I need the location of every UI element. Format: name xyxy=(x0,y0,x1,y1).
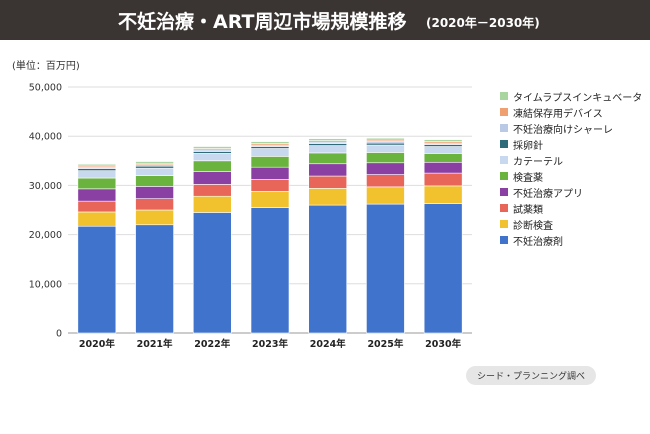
bar-segment xyxy=(308,145,348,154)
bar-segment xyxy=(192,153,232,162)
legend: タイムラプスインキュベータ 凍結保存用デバイス 不妊治療向けシャーレ 採卵針カテーテル… xyxy=(500,88,648,248)
bar-segment xyxy=(250,148,290,157)
bar-segment xyxy=(366,137,405,141)
bar-segment xyxy=(135,224,174,334)
bar-segment xyxy=(423,146,463,154)
bar-segment xyxy=(308,163,348,177)
x-tick-label: 2020年 xyxy=(79,338,115,350)
legend-swatch xyxy=(500,156,508,164)
legend-item: タイムラプスインキュベータ xyxy=(500,88,648,104)
y-tick-label: 40,000 xyxy=(29,132,62,143)
bar-segment xyxy=(77,200,117,213)
bar-segment xyxy=(308,204,348,334)
legend-swatch xyxy=(500,92,508,100)
bar-segment xyxy=(423,203,463,334)
bar-segment xyxy=(250,156,290,168)
bar-segment xyxy=(308,152,348,165)
legend-label: 不妊治療アプリ xyxy=(513,188,583,200)
x-tick-label: 2023年 xyxy=(252,338,288,350)
bar-segment xyxy=(250,166,290,180)
bar-segment xyxy=(423,161,463,174)
bar-segment xyxy=(366,186,405,205)
bar-segment xyxy=(192,160,232,172)
bar-segment xyxy=(366,152,405,164)
bar-segment xyxy=(250,141,290,144)
x-tick-label: 2024年 xyxy=(310,338,346,350)
legend-swatch xyxy=(500,236,508,244)
bar-segment xyxy=(77,163,117,167)
legend-label: タイムラプスインキュベータ xyxy=(513,92,643,104)
bar-segment xyxy=(250,207,290,334)
unit-label: (単位：百万円) xyxy=(12,61,80,72)
legend-item: 試薬類 xyxy=(500,200,648,216)
legend-item: 不妊治療剤 xyxy=(500,232,648,248)
legend-label: 凍結保存用デバイス xyxy=(513,108,603,120)
bar-segment xyxy=(366,144,405,153)
legend-label: 診断検査 xyxy=(513,220,553,232)
legend-item: 検査薬 xyxy=(500,168,648,184)
bar-segment xyxy=(77,170,117,179)
bar-segment xyxy=(135,198,174,211)
x-tick-label: 2025年 xyxy=(367,338,403,350)
legend-label: 不妊治療剤 xyxy=(513,236,563,248)
bar-segment xyxy=(250,179,290,192)
legend-swatch xyxy=(500,188,508,196)
bar-segment xyxy=(77,211,117,227)
bar-segment xyxy=(423,172,463,187)
chart-subtitle: (2020年－2030年) xyxy=(426,16,540,30)
y-tick-label: 30,000 xyxy=(29,181,62,192)
legend-swatch xyxy=(500,220,508,228)
chart-title: 不妊治療・ART周辺市場規模推移 xyxy=(118,11,407,33)
bar-segment xyxy=(77,177,117,190)
legend-label: 採卵針 xyxy=(513,140,543,152)
legend-item: 不妊治療アプリ xyxy=(500,184,648,200)
bar-segment xyxy=(192,195,232,213)
bar-segment xyxy=(366,174,405,188)
bar-segment xyxy=(192,171,232,185)
legend-swatch xyxy=(500,204,508,212)
legend-label: カテーテル xyxy=(513,156,563,168)
x-tick-label: 2021年 xyxy=(137,338,173,350)
legend-item: 診断検査 xyxy=(500,216,648,232)
bar-segment xyxy=(192,146,232,149)
legend-item: 採卵針 xyxy=(500,136,648,152)
legend-swatch xyxy=(500,140,508,148)
bar-segment xyxy=(192,212,232,334)
legend-label: 検査薬 xyxy=(513,172,543,184)
legend-item: カテーテル xyxy=(500,152,648,168)
y-tick-label: 20,000 xyxy=(29,230,62,241)
bar-segment xyxy=(77,188,117,202)
legend-item: 不妊治療向けシャーレ xyxy=(500,120,648,136)
legend-label: 試薬類 xyxy=(513,204,543,216)
y-tick-label: 50,000 xyxy=(29,83,62,94)
bar-segment xyxy=(135,161,174,164)
bar-segment xyxy=(250,191,290,208)
bar-segment xyxy=(423,185,463,204)
bar-segment xyxy=(308,188,348,206)
legend-swatch xyxy=(500,108,508,116)
bar-segment xyxy=(308,138,348,141)
bar-segment xyxy=(423,139,463,142)
source-badge: シード・プランニング調べ xyxy=(466,366,597,385)
bar-segment xyxy=(192,184,232,197)
x-tick-label: 2022年 xyxy=(194,338,230,350)
legend-item: 凍結保存用デバイス xyxy=(500,104,648,120)
bar-segment xyxy=(366,162,405,175)
title-bar: 不妊治療・ART周辺市場規模推移 (2020年－2030年) xyxy=(0,0,650,40)
bar-segment xyxy=(77,225,117,334)
bar-segment xyxy=(135,186,174,199)
legend-swatch xyxy=(500,124,508,132)
bar-segment xyxy=(135,167,174,176)
legend-label: 不妊治療向けシャーレ xyxy=(513,124,613,136)
bar-segment xyxy=(135,175,174,187)
y-tick-label: 0 xyxy=(56,329,62,340)
bar-segment xyxy=(135,209,174,226)
y-tick-label: 10,000 xyxy=(29,279,62,290)
bar-segment xyxy=(308,175,348,189)
bar-segment xyxy=(423,153,463,163)
bar-segment xyxy=(366,203,405,334)
x-tick-label: 2030年 xyxy=(425,338,461,350)
legend-swatch xyxy=(500,172,508,180)
